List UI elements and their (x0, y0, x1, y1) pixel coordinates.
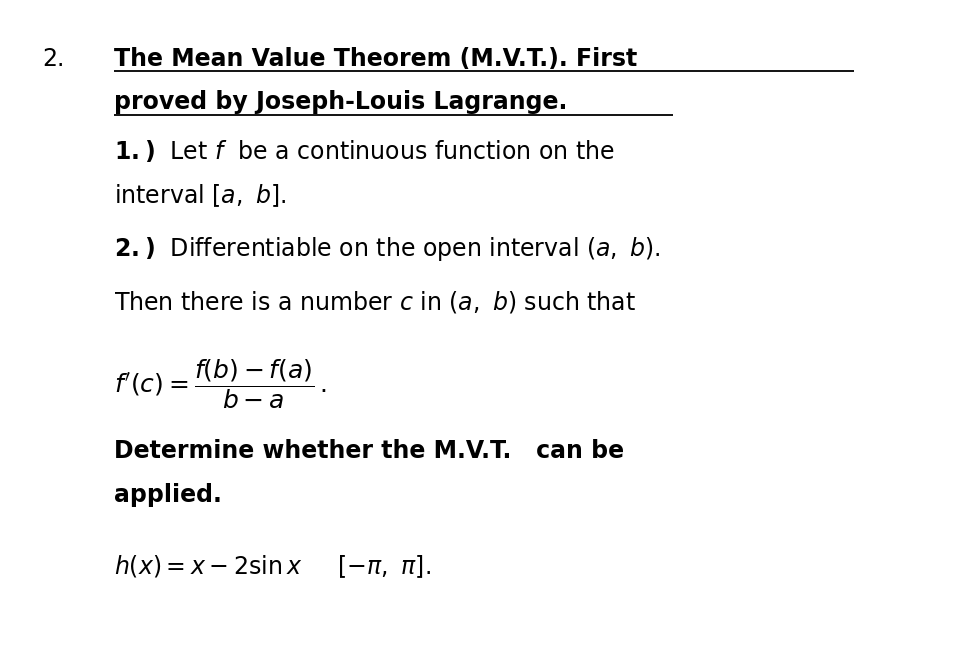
Text: 2.: 2. (42, 46, 64, 71)
Text: $\mathbf{1.)}$  Let $f$  be a continuous function on the: $\mathbf{1.)}$ Let $f$ be a continuous f… (113, 138, 614, 164)
Text: The Mean Value Theorem (M.V.T.). First: The Mean Value Theorem (M.V.T.). First (113, 46, 636, 71)
Text: $f'(c) = \dfrac{f(b)-f(a)}{b-a}\,.$: $f'(c) = \dfrac{f(b)-f(a)}{b-a}\,.$ (113, 357, 326, 411)
Text: $\mathbf{2.)}$  Differentiable on the open interval $\left(a,\ b\right)$.: $\mathbf{2.)}$ Differentiable on the ope… (113, 235, 660, 263)
Text: $h(x) = x - 2\sin x$     $\left[-\pi,\ \pi\right].$: $h(x) = x - 2\sin x$ $\left[-\pi,\ \pi\r… (113, 553, 430, 580)
Text: proved by Joseph-Louis Lagrange.: proved by Joseph-Louis Lagrange. (113, 91, 567, 115)
Text: Determine whether the M.V.T.   can be: Determine whether the M.V.T. can be (113, 439, 624, 463)
Text: Then there is a number $c$ in $\left(a,\ b\right)$ such that: Then there is a number $c$ in $\left(a,\… (113, 289, 636, 314)
Text: interval $\left[a,\ b\right]$.: interval $\left[a,\ b\right]$. (113, 182, 286, 209)
Text: applied.: applied. (113, 483, 222, 506)
